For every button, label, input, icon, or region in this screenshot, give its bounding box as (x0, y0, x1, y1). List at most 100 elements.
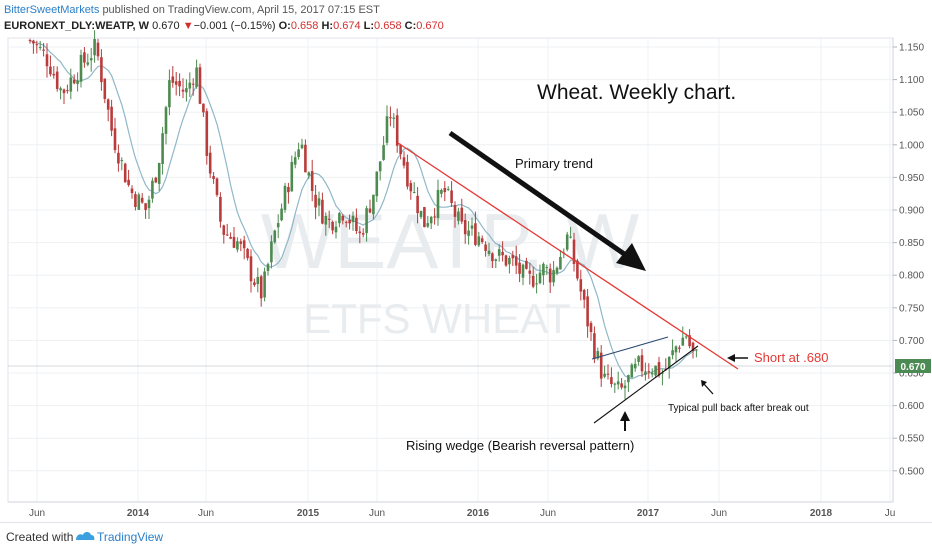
candle (297, 142, 300, 160)
y-tick-label: 0.550 (899, 434, 924, 445)
y-tick-label: 1.100 (899, 75, 924, 86)
price-scale[interactable]: 0.500 0.550 0.600 0.650 0.700 0.750 0.800 0.850… (893, 43, 924, 478)
candle (273, 229, 277, 244)
candles[interactable] (28, 30, 698, 400)
candle (59, 86, 62, 100)
last-price: 0.670 (152, 20, 180, 32)
candle (66, 84, 69, 94)
candle (276, 214, 280, 239)
short-arrow (727, 354, 748, 362)
candle (287, 182, 290, 204)
candle (463, 213, 467, 244)
candle (569, 226, 572, 239)
candle (212, 172, 215, 184)
candle (249, 249, 253, 293)
candle (266, 262, 270, 276)
candle (225, 223, 229, 237)
candle (202, 103, 205, 117)
candle (606, 364, 610, 380)
price-chart[interactable]: WEATP, W ETFS WHEAT Wheat. Weekly chart.… (0, 0, 932, 522)
ohlc-close-value: 0.670 (416, 20, 444, 32)
candle (399, 143, 402, 160)
candle (392, 113, 396, 129)
candle (355, 208, 358, 235)
tradingview-link[interactable]: TradingView (97, 530, 164, 544)
x-tick-label: 2017 (637, 508, 660, 519)
time-scale[interactable]: Jun 2014 Jun 2015 Jun 2016 Jun 2017 Jun 2018 Ju (29, 508, 895, 519)
candle (28, 38, 32, 44)
candle (565, 231, 569, 252)
candle (89, 48, 93, 72)
candle (270, 235, 273, 269)
wedge-arrow (620, 411, 630, 431)
candle (545, 264, 549, 276)
candle (324, 212, 328, 236)
candle (440, 188, 443, 198)
candle (528, 262, 532, 285)
candle (96, 38, 100, 61)
ohlc-high-value: 0.674 (333, 20, 361, 32)
candle (344, 220, 348, 228)
candle (229, 232, 232, 240)
annotation-wedge: Rising wedge (Bearish reversal pattern) (406, 438, 634, 453)
wedge-upper-line[interactable] (591, 336, 669, 360)
y-tick-label: 0.750 (899, 303, 924, 314)
candle (630, 363, 634, 378)
x-tick-label: Jun (369, 508, 385, 519)
candle (378, 161, 382, 181)
candle (402, 151, 406, 169)
candle (45, 43, 49, 78)
plot-area[interactable] (7, 37, 894, 503)
candle (290, 155, 294, 192)
candle (195, 59, 198, 89)
candle (164, 105, 168, 145)
candle (314, 184, 317, 220)
candle (487, 242, 491, 257)
candle (62, 88, 66, 104)
ohlc-high-label: H: (321, 20, 334, 32)
candle (198, 63, 202, 105)
primary-trendline[interactable] (397, 142, 739, 370)
candle (433, 208, 436, 225)
candle (181, 78, 185, 99)
annotation-short: Short at .680 (754, 350, 828, 365)
candle (457, 207, 460, 225)
candle (548, 263, 552, 293)
candle (623, 380, 627, 400)
y-tick-label: 0.950 (899, 173, 924, 184)
candle (42, 43, 45, 57)
candle (593, 326, 596, 364)
candle (406, 154, 409, 190)
candle (633, 358, 637, 372)
price-change: −0.001 (−0.15%) (193, 20, 276, 32)
candle (450, 181, 453, 207)
candle (351, 211, 355, 231)
candle (348, 214, 351, 230)
candle (154, 176, 158, 184)
vertical-gridlines (36, 38, 891, 502)
candle (579, 269, 583, 301)
candle (117, 144, 120, 172)
candle (484, 241, 487, 257)
ohlc-open-label: O: (278, 20, 291, 32)
candle (552, 261, 555, 287)
candle (555, 266, 559, 276)
candle (589, 320, 593, 341)
candle (86, 53, 90, 67)
candle (137, 192, 141, 210)
y-tick-label: 0.800 (899, 271, 924, 282)
candle (236, 237, 239, 253)
candle (161, 126, 164, 175)
symbol[interactable]: EURONEXT_DLY:WEATP, W (4, 20, 150, 32)
candle (637, 355, 640, 366)
candle (504, 254, 508, 267)
candle (120, 157, 124, 171)
candle (385, 105, 389, 146)
candle (334, 220, 338, 239)
candle (242, 235, 246, 260)
candle (582, 288, 586, 309)
wedge-lower-line[interactable] (593, 345, 699, 424)
candle (140, 193, 144, 204)
author-link[interactable]: BitterSweetMarkets (4, 4, 100, 16)
candle (613, 382, 617, 393)
